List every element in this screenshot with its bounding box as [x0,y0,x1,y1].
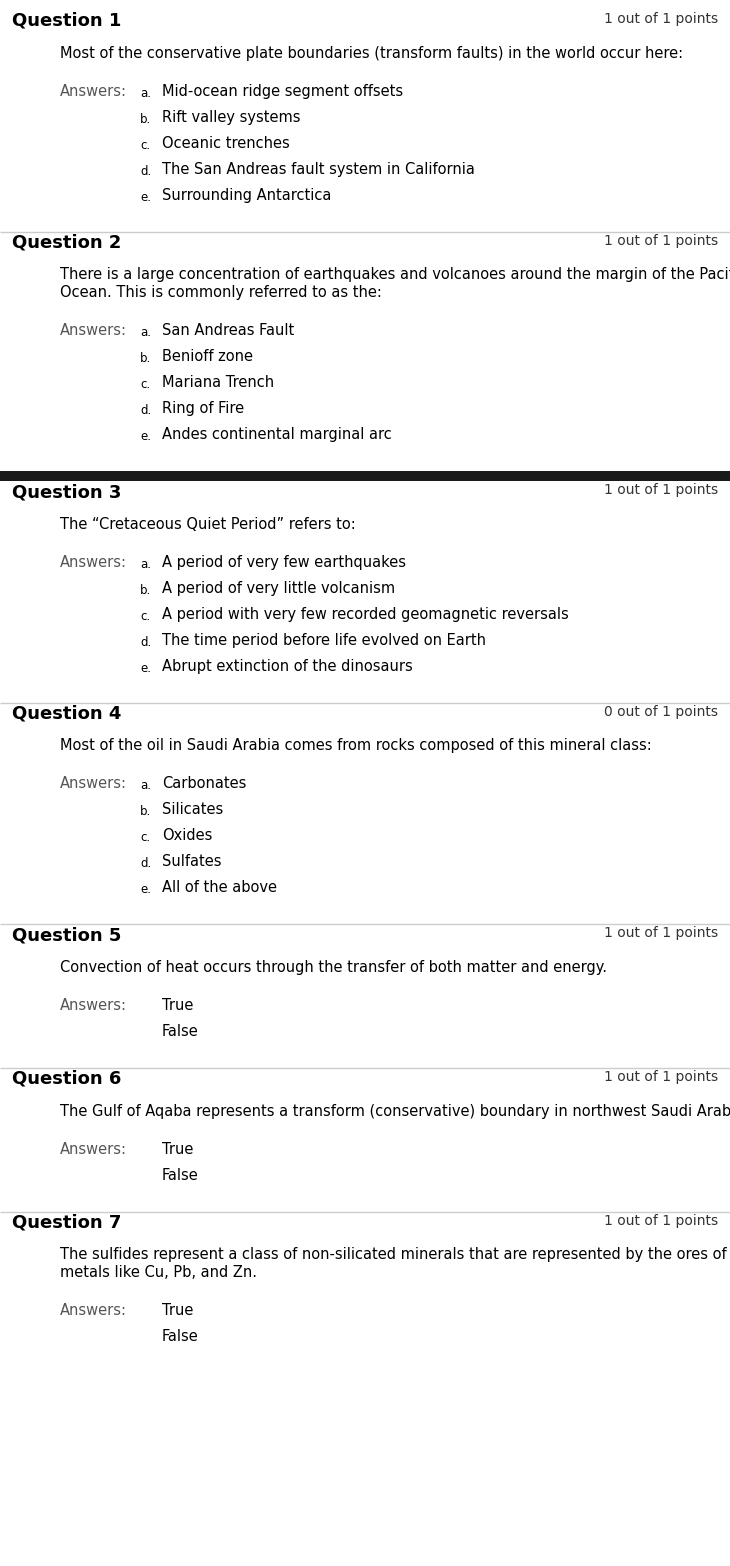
Text: Sulfates: Sulfates [162,855,221,869]
Text: Mariana Trench: Mariana Trench [162,376,274,390]
Text: Most of the conservative plate boundaries (transform faults) in the world occur : Most of the conservative plate boundarie… [60,45,683,61]
Text: Surrounding Antarctica: Surrounding Antarctica [162,188,331,202]
Text: d.: d. [140,858,151,871]
Text: Benioff zone: Benioff zone [162,349,253,365]
Text: There is a large concentration of earthquakes and volcanoes around the margin of: There is a large concentration of earthq… [60,268,730,299]
Text: Question 7: Question 7 [12,1214,121,1231]
Text: b.: b. [140,352,151,365]
Text: The time period before life evolved on Earth: The time period before life evolved on E… [162,633,486,648]
Text: False: False [162,1330,199,1344]
Text: 1 out of 1 points: 1 out of 1 points [604,484,718,496]
Text: All of the above: All of the above [162,880,277,896]
Text: c.: c. [140,609,150,623]
Text: e.: e. [140,431,151,443]
Text: c.: c. [140,379,150,392]
Text: d.: d. [140,164,151,177]
Text: c.: c. [140,139,150,152]
Text: Question 5: Question 5 [12,927,121,944]
Text: 1 out of 1 points: 1 out of 1 points [604,233,718,247]
Text: e.: e. [140,191,151,204]
Text: 1 out of 1 points: 1 out of 1 points [604,1214,718,1228]
Text: False: False [162,1168,199,1182]
Text: Answers:: Answers: [60,998,127,1013]
Text: Most of the oil in Saudi Arabia comes from rocks composed of this mineral class:: Most of the oil in Saudi Arabia comes fr… [60,739,652,753]
Text: e.: e. [140,662,151,675]
Text: Carbonates: Carbonates [162,777,247,791]
Bar [0,471,730,481]
Text: The San Andreas fault system in California: The San Andreas fault system in Californ… [162,161,475,177]
Text: Answers:: Answers: [60,83,127,99]
Text: The Gulf of Aqaba represents a transform (conservative) boundary in northwest Sa: The Gulf of Aqaba represents a transform… [60,1104,730,1118]
Text: d.: d. [140,636,151,648]
Text: A period of very few earthquakes: A period of very few earthquakes [162,554,406,570]
Text: The “Cretaceous Quiet Period” refers to:: The “Cretaceous Quiet Period” refers to: [60,517,356,532]
Text: e.: e. [140,883,151,896]
Text: Question 2: Question 2 [12,233,121,252]
Text: Oxides: Oxides [162,828,212,844]
Text: 1 out of 1 points: 1 out of 1 points [604,927,718,941]
Text: True: True [162,998,193,1013]
Text: Question 6: Question 6 [12,1070,121,1088]
Text: Question 3: Question 3 [12,484,121,501]
Text: 0 out of 1 points: 0 out of 1 points [604,705,718,719]
Text: A period of very little volcanism: A period of very little volcanism [162,581,395,595]
Text: c.: c. [140,832,150,844]
Text: Mid-ocean ridge segment offsets: Mid-ocean ridge segment offsets [162,83,403,99]
Text: Answers:: Answers: [60,1142,127,1157]
Text: Andes continental marginal arc: Andes continental marginal arc [162,428,392,442]
Text: b.: b. [140,584,151,597]
Text: 1 out of 1 points: 1 out of 1 points [604,1070,718,1084]
Text: a.: a. [140,86,151,100]
Text: False: False [162,1024,199,1038]
Text: Question 4: Question 4 [12,705,121,723]
Text: Silicates: Silicates [162,802,223,817]
Text: The sulfides represent a class of non-silicated minerals that are represented by: The sulfides represent a class of non-si… [60,1247,730,1279]
Text: a.: a. [140,326,151,340]
Text: Ring of Fire: Ring of Fire [162,401,244,417]
Text: d.: d. [140,404,151,417]
Text: b.: b. [140,805,151,819]
Text: Answers:: Answers: [60,1303,127,1319]
Text: Oceanic trenches: Oceanic trenches [162,136,290,150]
Text: Answers:: Answers: [60,323,127,338]
Text: a.: a. [140,780,151,792]
Text: Convection of heat occurs through the transfer of both matter and energy.: Convection of heat occurs through the tr… [60,960,607,976]
Text: Answers:: Answers: [60,777,127,791]
Text: True: True [162,1303,193,1319]
Text: 1 out of 1 points: 1 out of 1 points [604,13,718,27]
Text: a.: a. [140,557,151,570]
Text: True: True [162,1142,193,1157]
Text: A period with very few recorded geomagnetic reversals: A period with very few recorded geomagne… [162,606,569,622]
Text: b.: b. [140,113,151,125]
Text: San Andreas Fault: San Andreas Fault [162,323,294,338]
Text: Answers:: Answers: [60,554,127,570]
Text: Abrupt extinction of the dinosaurs: Abrupt extinction of the dinosaurs [162,659,412,673]
Text: Rift valley systems: Rift valley systems [162,110,301,125]
Text: Question 1: Question 1 [12,13,121,30]
